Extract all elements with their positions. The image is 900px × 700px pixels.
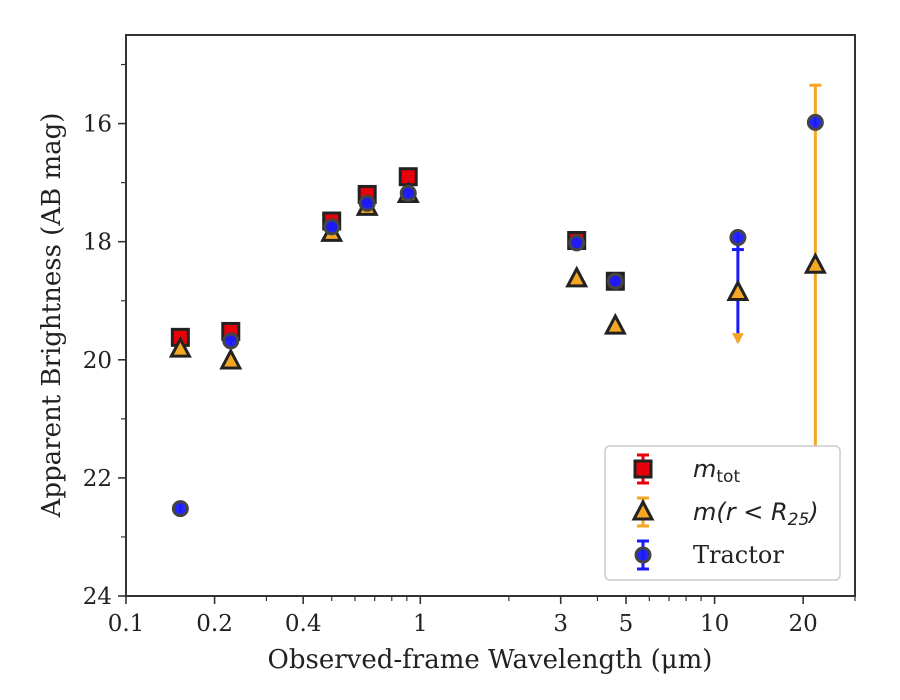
- x-tick-label: 0.2: [196, 611, 233, 637]
- x-tick-label: 1: [413, 611, 428, 637]
- legend-marker-m_r25: [631, 498, 655, 521]
- legend-box: [604, 445, 841, 581]
- x-tick-label: 10: [700, 611, 729, 637]
- y-tick-label: 16: [83, 112, 112, 138]
- legend-label-m_tot: mtot: [693, 455, 740, 487]
- y-tick-label: 24: [83, 584, 112, 610]
- y-axis-title: Apparent Brightness (AB mag): [37, 113, 67, 519]
- x-tick-label: 20: [789, 611, 818, 637]
- legend-label-tractor: Tractor: [693, 541, 784, 569]
- axis-ticks: 0.1 0.2 0.4 1 3 5 10 20 16 18 20 22 24: [83, 63, 856, 637]
- plot-frame: [125, 34, 856, 597]
- data-markers: [168, 113, 827, 518]
- y-tick-label: 18: [83, 230, 112, 256]
- legend-marker-m_tot: [633, 459, 653, 479]
- x-tick-label: 0.1: [108, 611, 145, 637]
- x-tick-label: 0.4: [285, 611, 322, 637]
- y-tick-label: 20: [83, 348, 112, 374]
- tractor-upper-limit-arrow: [731, 333, 744, 345]
- x-tick-label: 3: [553, 611, 568, 637]
- legend: mtot m(r < R25) Tractor: [604, 445, 841, 581]
- x-tick-label: 5: [619, 611, 634, 637]
- y-tick-label: 22: [83, 466, 112, 492]
- x-axis-title: Observed-frame Wavelength (μm): [268, 645, 713, 675]
- legend-label-m_r25: m(r < R25): [693, 498, 819, 530]
- legend-marker-tractor: [634, 546, 652, 564]
